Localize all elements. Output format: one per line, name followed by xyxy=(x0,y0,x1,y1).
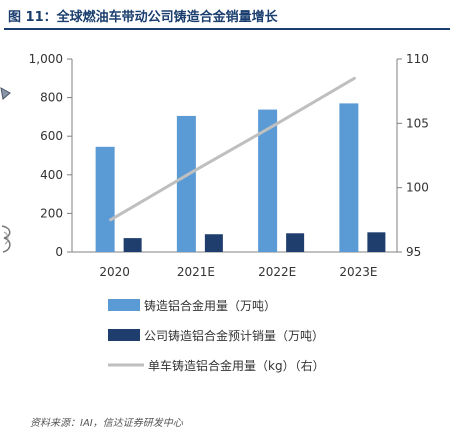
bar-alloy-usage xyxy=(177,116,196,252)
bar-company-sales xyxy=(367,232,385,252)
left-axis-tick-label: 600 xyxy=(40,129,63,143)
right-axis-tick-label: 100 xyxy=(406,181,429,195)
source-note: 资料来源：IAI，信达证券研发中心 xyxy=(30,414,183,429)
left-axis-tick-label: 0 xyxy=(55,245,63,259)
plot-area: 0 200 400 600 800 1,000 95 100 105 110 2020 2021E 20… xyxy=(29,52,429,279)
bar-company-sales xyxy=(124,238,142,252)
legend: 铸造铝合金用量（万吨） 公司铸造铝合金预计销量（万吨） 单车铸造铝合金用量（kg）（… xyxy=(108,298,325,373)
left-axis-tick-label: 1,000 xyxy=(29,52,63,66)
bar-company-sales xyxy=(205,234,223,252)
left-axis-tick-label: 400 xyxy=(40,168,63,182)
x-axis-tick-label: 2023E xyxy=(339,265,377,279)
right-axis-tick-label: 110 xyxy=(406,52,429,66)
line-per-vehicle-usage xyxy=(111,78,355,220)
bar-company-sales xyxy=(286,233,304,252)
legend-label: 公司铸造铝合金预计销量（万吨） xyxy=(144,328,324,343)
left-axis-tick-label: 800 xyxy=(40,91,63,105)
x-axis-tick-label: 2021E xyxy=(177,265,215,279)
left-axis-tick-label: 200 xyxy=(40,206,63,220)
x-axis-tick-label: 2020 xyxy=(99,265,130,279)
bar-alloy-usage xyxy=(96,147,115,252)
legend-label: 铸造铝合金用量（万吨） xyxy=(144,298,276,313)
right-axis-tick-label: 105 xyxy=(406,116,429,130)
legend-swatch xyxy=(108,299,140,311)
right-axis-tick-label: 95 xyxy=(406,245,421,259)
bar-alloy-usage xyxy=(258,110,277,252)
legend-swatch xyxy=(108,329,140,341)
x-axis-tick-label: 2022E xyxy=(258,265,296,279)
legend-label: 单车铸造铝合金用量（kg）（右） xyxy=(148,358,325,373)
bar-alloy-usage xyxy=(339,103,358,252)
